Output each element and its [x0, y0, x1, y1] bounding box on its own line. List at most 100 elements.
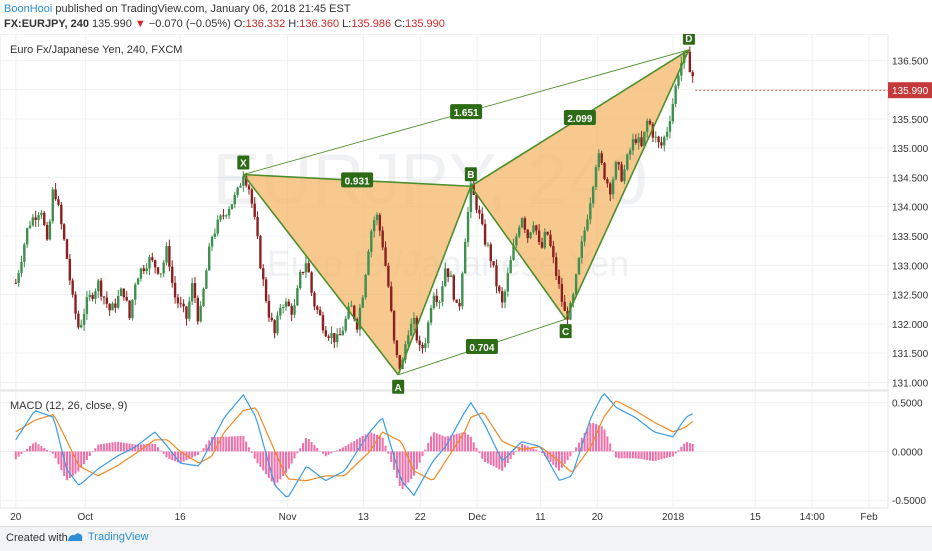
open-value: 136.332	[245, 18, 286, 30]
macd-hist-bar-110	[327, 451, 330, 455]
candle-body-56	[173, 282, 177, 298]
macd-hist-bar-183	[535, 449, 538, 452]
candle-body-5	[28, 225, 32, 229]
macd-hist-bar-190	[555, 451, 558, 468]
macd-hist-bar-2	[20, 451, 23, 454]
time-tick-7: 11	[535, 512, 546, 523]
macd-hist-bar-113	[336, 450, 339, 452]
candle-body-120	[355, 319, 359, 330]
candle-body-11	[45, 225, 49, 240]
candle-body-37	[119, 288, 123, 297]
candle-body-229	[665, 131, 669, 137]
candle-body-199	[580, 241, 583, 258]
candle-body-28	[94, 291, 97, 299]
ratio-label-XD: 1.651	[454, 108, 479, 119]
macd-hist-bar-131	[387, 451, 390, 454]
macd-hist-bar-31	[102, 443, 105, 452]
candle-body-68	[208, 246, 211, 271]
candle-body-228	[663, 136, 666, 146]
candle-body-130	[384, 247, 387, 266]
candle-body-94	[281, 307, 285, 309]
candle-body-111	[330, 333, 333, 338]
candle-body-116	[344, 318, 347, 331]
macd-hist-bar-46	[145, 444, 148, 452]
macd-hist-bar-81	[245, 441, 248, 452]
point-badge-A	[392, 379, 405, 394]
point-label-A: A	[395, 383, 402, 394]
published-text: published on TradingView.com, January 06…	[55, 3, 351, 15]
candle-body-34	[111, 303, 114, 311]
price-tick-9: 132.000	[892, 320, 929, 331]
candle-body-49	[153, 260, 157, 268]
last-price-marker: 135.990	[695, 82, 932, 99]
macd-axis[interactable]: 0.5000 0.0000 -0.5000	[892, 399, 926, 508]
time-tick-2: 16	[175, 512, 187, 523]
macd-hist-bar-143	[421, 451, 424, 457]
candle-body-172	[503, 291, 507, 303]
macd-hist-bar-221	[643, 451, 646, 460]
candle-body-20	[71, 280, 74, 295]
macd-hist-bar-42	[134, 444, 137, 452]
macd-hist-bar-51	[159, 450, 162, 452]
time-axis[interactable]: 20 Oct 16 Nov 13 22 Dec 11 20 2018 15 14:00 Feb	[10, 512, 878, 523]
candle-body-44	[139, 268, 143, 279]
price-tick-2: 135.500	[892, 115, 929, 126]
candle-body-27	[91, 294, 94, 299]
candle-body-61	[188, 301, 191, 319]
macd-hist-bar-234	[680, 446, 683, 452]
candle-body-235	[682, 51, 686, 64]
ohlc-line: FX:EURJPY, 240 135.990 ▼ −0.070 (−0.05%)…	[4, 18, 445, 30]
macd-hist-bar-182	[532, 448, 535, 452]
macd-hist-bar-225	[654, 451, 657, 461]
price-tick-4: 134.500	[892, 173, 929, 184]
macd-hist-bar-35	[114, 441, 117, 452]
candle-body-18	[65, 239, 69, 259]
macd-hist-bar-39	[125, 443, 128, 452]
candle-body-118	[350, 305, 353, 307]
price-chart[interactable]: EURJPY, 240 Euro Fx/Japanese Yen 0.9310.…	[0, 34, 932, 526]
macd-hist-bar-37	[120, 442, 123, 452]
macd-hist-bar-144	[424, 449, 427, 452]
candle-body-90	[270, 317, 273, 321]
candle-body-141	[415, 317, 419, 341]
macd-hist-bar-216	[629, 451, 632, 459]
macd-hist-bar-18	[65, 451, 68, 481]
macd-tick-1: 0.0000	[892, 447, 923, 458]
candle-body-122	[361, 297, 364, 308]
macd-hist-bar-142	[418, 451, 421, 463]
candle-body-102	[304, 263, 308, 273]
macd-hist-bar-23	[80, 451, 83, 468]
macd-hist-bar-16	[60, 451, 63, 471]
time-tick-9: 2018	[662, 512, 685, 523]
macd-hist-bar-40	[128, 443, 131, 452]
ratio-labels: 0.931 0.704 2.099 1.651	[341, 104, 596, 354]
candle-body-101	[301, 271, 305, 273]
candle-body-129	[381, 230, 384, 248]
macd-main-line	[15, 393, 693, 498]
tradingview-link[interactable]: TradingView	[66, 531, 149, 543]
macd-hist-bar-128	[378, 435, 381, 452]
candle-body-191	[557, 275, 561, 284]
macd-hist-bar-168	[492, 451, 495, 467]
macd-hist-bar-109	[324, 451, 327, 457]
candle-body-80	[242, 176, 245, 186]
candle-body-107	[318, 309, 322, 316]
macd-hist-bar-105	[313, 444, 316, 452]
chart-header: BoonHooi published on TradingView.com, J…	[0, 0, 932, 34]
macd-hist-bar-49	[154, 444, 157, 452]
macd-hist-bar-156	[458, 433, 461, 452]
time-tick-12: Feb	[860, 512, 878, 523]
macd-hist-bar-58	[179, 451, 182, 463]
candle-body-62	[190, 283, 194, 302]
macd-hist-bar-224	[651, 451, 654, 462]
macd-hist-bar-100	[299, 448, 302, 452]
pattern-leg-AB	[397, 185, 472, 376]
candle-body-1	[17, 272, 20, 283]
macd-hist-bar-228	[663, 451, 666, 459]
candle-body-2	[20, 261, 23, 273]
candle-body-175	[512, 245, 515, 260]
author-link[interactable]: BoonHooi	[4, 3, 53, 15]
macd-hist-bar-205	[597, 425, 600, 452]
macd-hist-bar-117	[347, 444, 350, 452]
price-axis[interactable]: 136.500136.000135.500135.000134.500134.0…	[892, 56, 929, 389]
